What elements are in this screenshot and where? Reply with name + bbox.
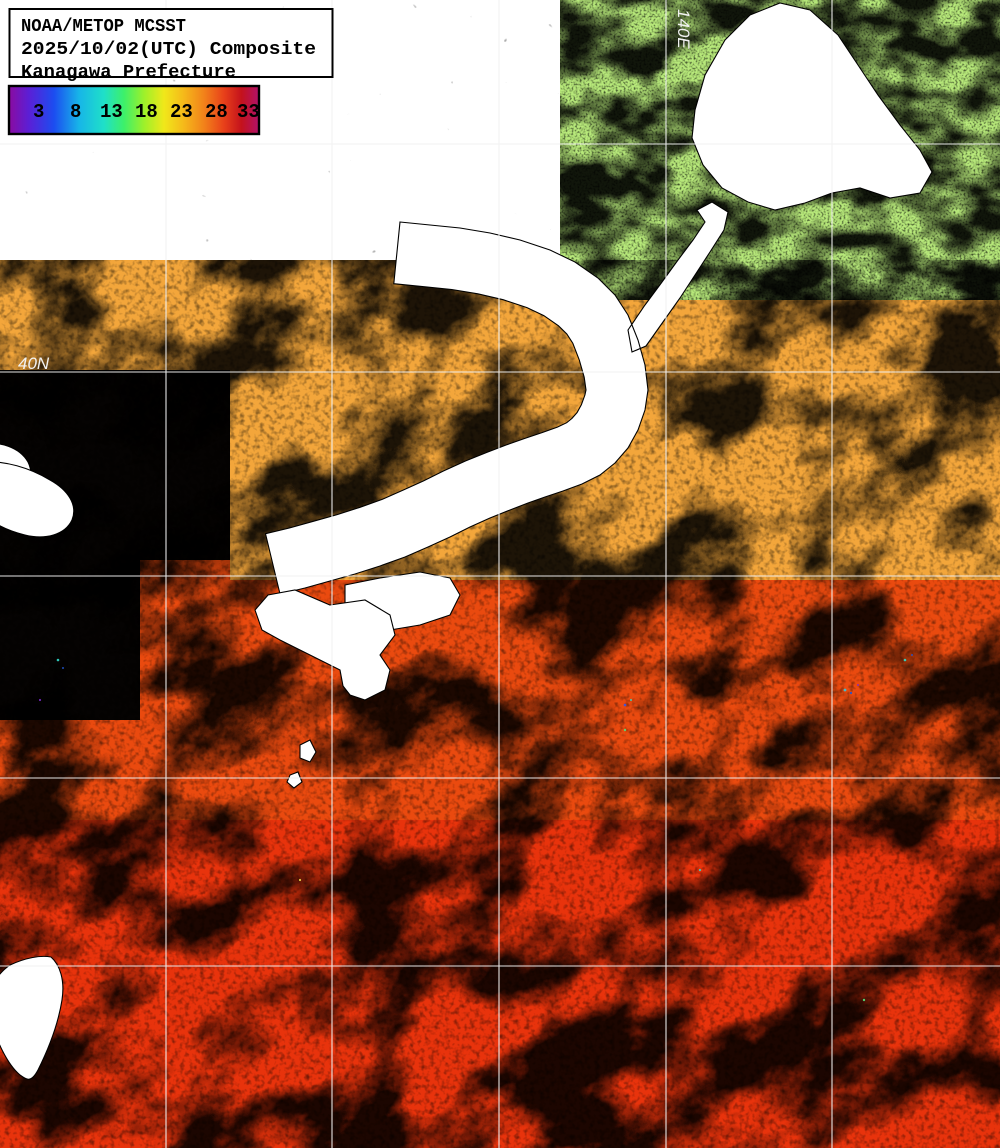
svg-text:2025/10/02(UTC) Composite: 2025/10/02(UTC) Composite bbox=[21, 39, 316, 60]
svg-text:23: 23 bbox=[170, 101, 193, 123]
svg-text:NOAA/METOP MCSST: NOAA/METOP MCSST bbox=[21, 16, 186, 37]
svg-text:3: 3 bbox=[33, 101, 44, 123]
svg-text:Kanagawa Prefecture: Kanagawa Prefecture bbox=[21, 62, 236, 83]
svg-text:18: 18 bbox=[135, 101, 158, 123]
svg-text:140E: 140E bbox=[674, 9, 693, 49]
svg-text:8: 8 bbox=[70, 101, 81, 123]
svg-text:13: 13 bbox=[100, 101, 123, 123]
svg-text:33: 33 bbox=[237, 101, 260, 123]
svg-text:28: 28 bbox=[205, 101, 228, 123]
svg-text:40N: 40N bbox=[18, 354, 50, 373]
